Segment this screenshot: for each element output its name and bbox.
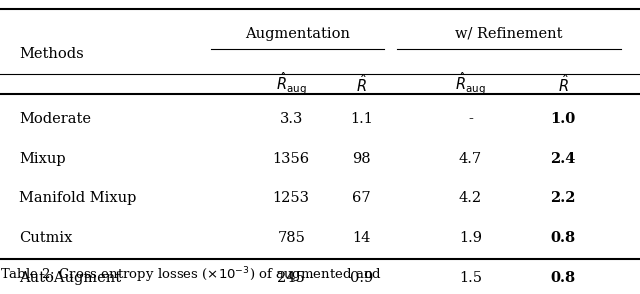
- Text: 0.8: 0.8: [550, 271, 576, 285]
- Text: -: -: [468, 112, 473, 126]
- Text: Table 2: Cross entropy losses ($\times10^{-3}$) of augmented and: Table 2: Cross entropy losses ($\times10…: [0, 265, 382, 285]
- Text: $\hat{R}_{\mathrm{aug}}$: $\hat{R}_{\mathrm{aug}}$: [276, 71, 307, 97]
- Text: 245: 245: [277, 271, 305, 285]
- Text: $\hat{R}$: $\hat{R}$: [557, 73, 569, 95]
- Text: 1.1: 1.1: [350, 112, 373, 126]
- Text: 4.2: 4.2: [459, 191, 482, 206]
- Text: Methods: Methods: [19, 47, 84, 61]
- Text: 67: 67: [352, 191, 371, 206]
- Text: 1.0: 1.0: [550, 112, 576, 126]
- Text: Moderate: Moderate: [19, 112, 92, 126]
- Text: 2.2: 2.2: [550, 191, 576, 206]
- Text: Manifold Mixup: Manifold Mixup: [19, 191, 136, 206]
- Text: 1.9: 1.9: [459, 231, 482, 245]
- Text: $\hat{R}$: $\hat{R}$: [356, 73, 367, 95]
- Text: Cutmix: Cutmix: [19, 231, 72, 245]
- Text: 3.3: 3.3: [280, 112, 303, 126]
- Text: Augmentation: Augmentation: [245, 27, 350, 41]
- Text: 1253: 1253: [273, 191, 310, 206]
- Text: 785: 785: [277, 231, 305, 245]
- Text: 98: 98: [352, 152, 371, 166]
- Text: 0.9: 0.9: [350, 271, 373, 285]
- Text: 1.5: 1.5: [459, 271, 482, 285]
- Text: AutoAugment: AutoAugment: [19, 271, 122, 285]
- Text: $\hat{R}_{\mathrm{aug}}$: $\hat{R}_{\mathrm{aug}}$: [455, 71, 486, 97]
- Text: 14: 14: [353, 231, 371, 245]
- Text: 4.7: 4.7: [459, 152, 482, 166]
- Text: 1356: 1356: [273, 152, 310, 166]
- Text: 0.8: 0.8: [550, 231, 576, 245]
- Text: 2.4: 2.4: [550, 152, 576, 166]
- Text: w/ Refinement: w/ Refinement: [455, 27, 563, 41]
- Text: Mixup: Mixup: [19, 152, 66, 166]
